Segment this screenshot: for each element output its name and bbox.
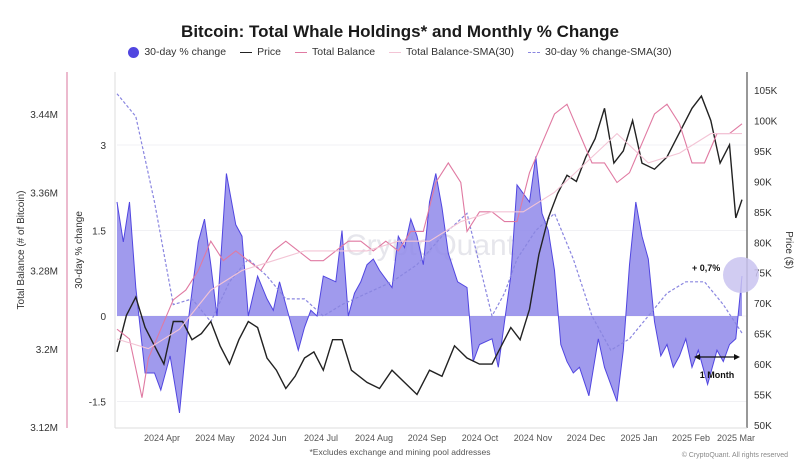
price-tick-label: 55K xyxy=(754,391,772,402)
copyright: © CryptoQuant. All rights reserved xyxy=(681,452,788,459)
balance-tick-label: 3.28M xyxy=(30,267,58,278)
legend-line-icon xyxy=(389,51,402,53)
pct-tick-label: 0 xyxy=(100,312,106,323)
legend-item-price[interactable]: Price xyxy=(240,46,281,58)
balance-tick-label: 3.36M xyxy=(30,188,58,199)
30-day-change-line xyxy=(116,156,743,413)
price-tick-label: 85K xyxy=(754,208,772,219)
legend-dot-icon xyxy=(128,46,140,58)
pct-tick-label: 3 xyxy=(100,141,106,152)
footnote: *Excludes exchange and mining pool addre… xyxy=(309,447,491,457)
legend-item-balance-sma[interactable]: Total Balance-SMA(30) xyxy=(389,46,514,58)
chart-title: Bitcoin: Total Whale Holdings* and Month… xyxy=(181,22,619,41)
legend-line-icon xyxy=(240,51,253,53)
x-tick-label: 2024 Jul xyxy=(304,433,338,443)
legend-dashed-icon xyxy=(528,51,541,53)
balance-tick-label: 3.2M xyxy=(36,345,58,356)
price-tick-label: 60K xyxy=(754,360,772,371)
price-axis-label: Price ($) xyxy=(783,231,794,269)
x-tick-label: 2024 Dec xyxy=(567,433,606,443)
period-annotation: 1 Month xyxy=(700,370,735,380)
x-tick-label: 2025 Feb xyxy=(672,433,710,443)
highlight-circle xyxy=(723,257,759,293)
x-tick-label: 2024 Oct xyxy=(462,433,499,443)
price-tick-label: 95K xyxy=(754,147,772,158)
price-line xyxy=(116,94,743,396)
x-tick-label: 2024 Apr xyxy=(144,433,180,443)
balance-axis-label: Total Balance (# of Bitcoin) xyxy=(16,191,27,310)
balance-tick-label: 3.44M xyxy=(30,110,58,121)
legend-item-pct-change[interactable]: 30-day % change xyxy=(128,46,226,58)
price-tick-label: 90K xyxy=(754,177,772,188)
legend-line-icon xyxy=(295,51,307,53)
legend-label: Price xyxy=(257,46,281,58)
price-tick-label: 70K xyxy=(754,299,772,310)
total-balance-sma-30-line xyxy=(116,132,742,350)
total-balance-line xyxy=(116,103,743,398)
pct-tick-label: -1.5 xyxy=(89,398,107,409)
30-day-change-area xyxy=(117,156,742,413)
pct-tick-label: 1.5 xyxy=(92,227,106,238)
price-tick-label: 75K xyxy=(754,269,772,280)
x-tick-label: 2024 Jun xyxy=(249,433,286,443)
x-tick-label: 2024 Aug xyxy=(355,433,393,443)
legend-label: Total Balance-SMA(30) xyxy=(406,46,515,58)
balance-tick-label: 3.12M xyxy=(30,423,58,434)
arrow-right-icon xyxy=(734,354,740,360)
x-tick-label: 2024 Sep xyxy=(408,433,447,443)
legend-label: 30-day % change xyxy=(144,46,227,58)
legend-label: Total Balance xyxy=(312,46,376,58)
price-tick-label: 65K xyxy=(754,330,772,341)
legend-item-total-balance[interactable]: Total Balance xyxy=(295,46,375,58)
legend-label: 30-day % change-SMA(30) xyxy=(545,46,672,58)
30-day-change-sma-30-line xyxy=(116,93,743,352)
price-tick-label: 80K xyxy=(754,238,772,249)
legend-item-pct-sma[interactable]: 30-day % change-SMA(30) xyxy=(528,46,672,58)
change-annotation: + 0,7% xyxy=(692,263,720,273)
x-tick-label: 2024 Nov xyxy=(514,433,553,443)
x-tick-label: 2024 May xyxy=(195,433,235,443)
arrow-left-icon xyxy=(694,354,700,360)
legend: 30-day % change Price Total Balance Tota… xyxy=(0,46,800,58)
price-tick-label: 105K xyxy=(754,86,778,97)
x-tick-label: 2025 Jan xyxy=(620,433,657,443)
price-tick-label: 50K xyxy=(754,421,772,432)
price-tick-label: 100K xyxy=(754,116,778,127)
x-tick-label: 2025 Mar xyxy=(717,433,755,443)
pct-axis-label: 30-day % change xyxy=(74,211,85,289)
